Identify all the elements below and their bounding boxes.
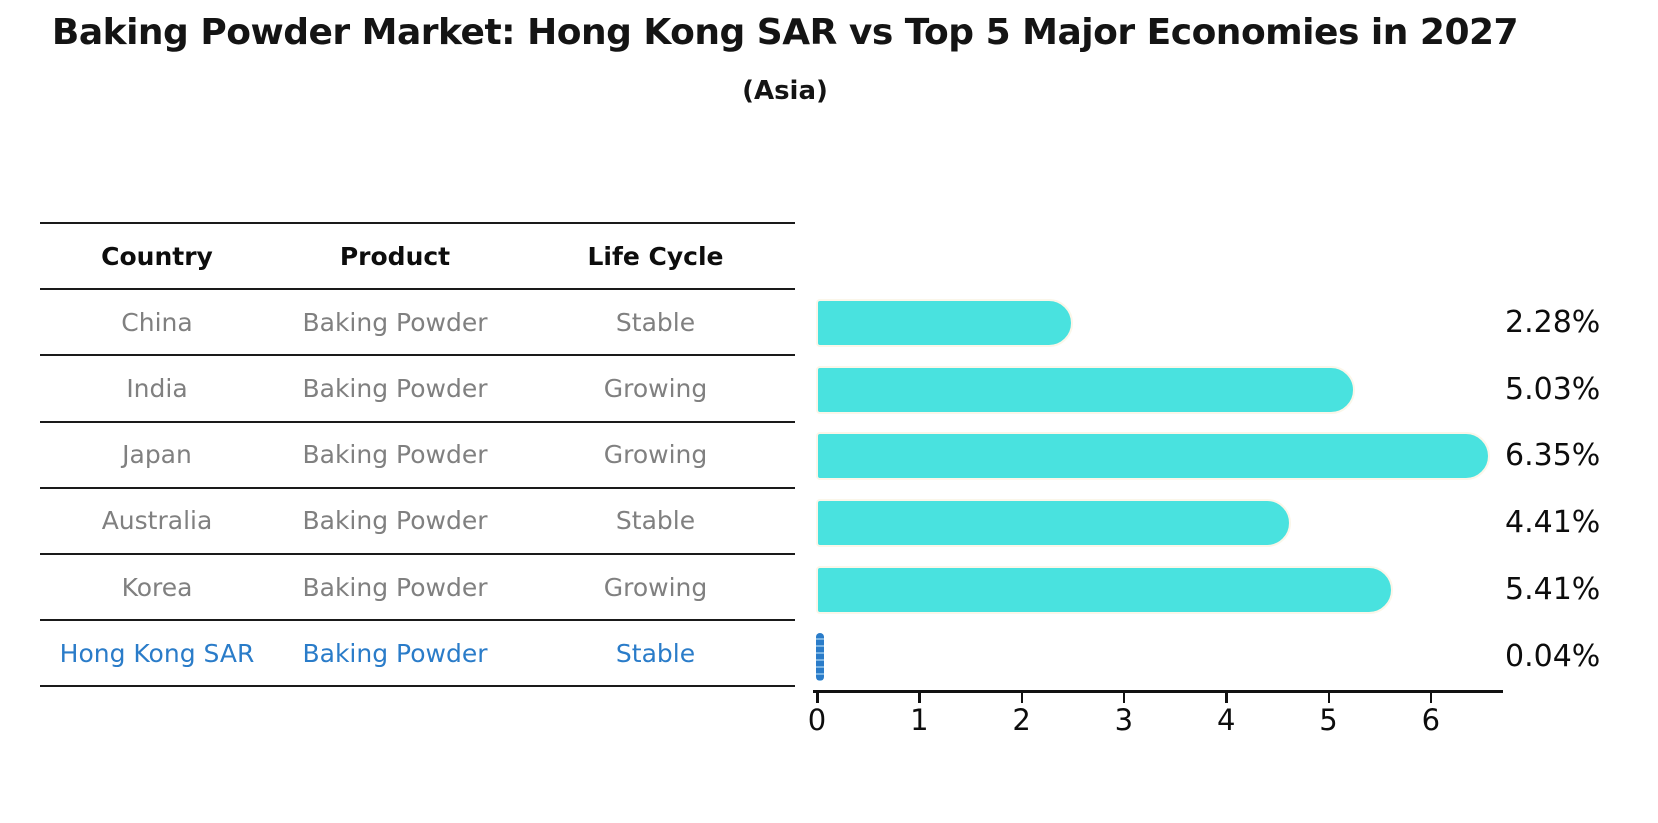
table-cell-life_cycle: Growing: [603, 572, 708, 602]
x-axis-tick-label: 5: [1319, 703, 1338, 737]
bar: [816, 432, 1490, 481]
bar-value-label: 6.35%: [1505, 438, 1601, 474]
bar-value-label: 4.41%: [1505, 505, 1601, 541]
x-axis-tick: [1429, 693, 1433, 703]
bar-row-hong-kong-sar: 0.04%: [813, 624, 1658, 691]
header-product: Product: [339, 241, 451, 271]
bar-chart-area: 2.28% 5.03% 6.35% 4.41% 5.41% 0.04%: [813, 290, 1658, 690]
table-cell-country: Hong Kong SAR: [59, 638, 255, 668]
table-cell-country: Australia: [101, 506, 213, 536]
x-axis-tick-label: 0: [807, 703, 827, 737]
table-cell-product: Baking Powder: [302, 638, 488, 668]
bar-row-china: 2.28%: [813, 290, 1658, 357]
table-cell-product: Baking Powder: [302, 440, 488, 470]
header-life-cycle: Life Cycle: [587, 241, 724, 271]
bar-value-label: 5.41%: [1505, 571, 1601, 607]
table-cell-country: India: [126, 373, 188, 403]
bar-value-label: 0.04%: [1505, 638, 1601, 674]
table-cell-life_cycle: Stable: [615, 638, 696, 668]
table-row: Hong Kong SAR Baking Powder Stable: [40, 621, 795, 688]
x-axis-line: [813, 690, 1503, 693]
bar-value-label: 2.28%: [1505, 305, 1601, 340]
table-cell-life_cycle: Stable: [615, 506, 696, 536]
bar-row-australia: 4.41%: [813, 490, 1658, 557]
table-cell-life_cycle: Stable: [615, 307, 696, 337]
table-cell-product: Baking Powder: [302, 307, 488, 337]
x-axis-tick: [1020, 693, 1024, 703]
table-cell-life_cycle: Growing: [603, 373, 708, 403]
table-cell-country: Korea: [121, 572, 193, 602]
bar-row-india: 5.03%: [813, 357, 1658, 424]
chart-subtitle: (Asia): [742, 76, 828, 106]
table-cell-country: China: [121, 307, 193, 337]
table-cell-product: Baking Powder: [302, 373, 488, 403]
bar-highlight: [816, 632, 825, 681]
x-axis-tick: [1122, 693, 1126, 703]
table-row: Australia Baking Powder Stable: [40, 489, 795, 555]
table-cell-life_cycle: Growing: [603, 440, 708, 470]
table-cell-product: Baking Powder: [302, 572, 488, 602]
x-axis-tick-label: 4: [1216, 703, 1236, 737]
table-cell-country: Japan: [122, 440, 192, 470]
x-axis-tick: [1225, 693, 1228, 703]
bar: [816, 365, 1355, 414]
table-row: Korea Baking Powder Growing: [40, 555, 795, 622]
table-header-row: Country Product Life Cycle: [40, 224, 795, 291]
x-axis-tick-label: 2: [1012, 703, 1031, 737]
header-country: Country: [101, 241, 213, 271]
country-info-table: Country Product Life Cycle China Baking P…: [40, 222, 795, 688]
x-axis-tick-label: 3: [1114, 703, 1134, 737]
x-axis-tick: [816, 693, 819, 703]
x-axis-tick-label: 6: [1421, 703, 1441, 737]
table-cell-product: Baking Powder: [302, 506, 488, 536]
table-row: China Baking Powder Stable: [40, 290, 795, 357]
bar-row-japan: 6.35%: [813, 423, 1658, 490]
chart-title: Baking Powder Market: Hong Kong SAR vs T…: [51, 12, 1519, 53]
table-row: India Baking Powder Growing: [40, 356, 795, 423]
x-axis-tick: [1327, 693, 1330, 703]
x-axis-tick-label: 1: [910, 703, 929, 737]
bar-value-label: 5.03%: [1505, 371, 1601, 407]
bar: [816, 499, 1292, 548]
bar: [816, 299, 1074, 347]
table-row: Japan Baking Powder Growing: [40, 423, 795, 489]
bar-row-korea: 5.41%: [813, 557, 1658, 624]
x-axis-tick: [918, 693, 921, 703]
bar: [816, 565, 1394, 614]
